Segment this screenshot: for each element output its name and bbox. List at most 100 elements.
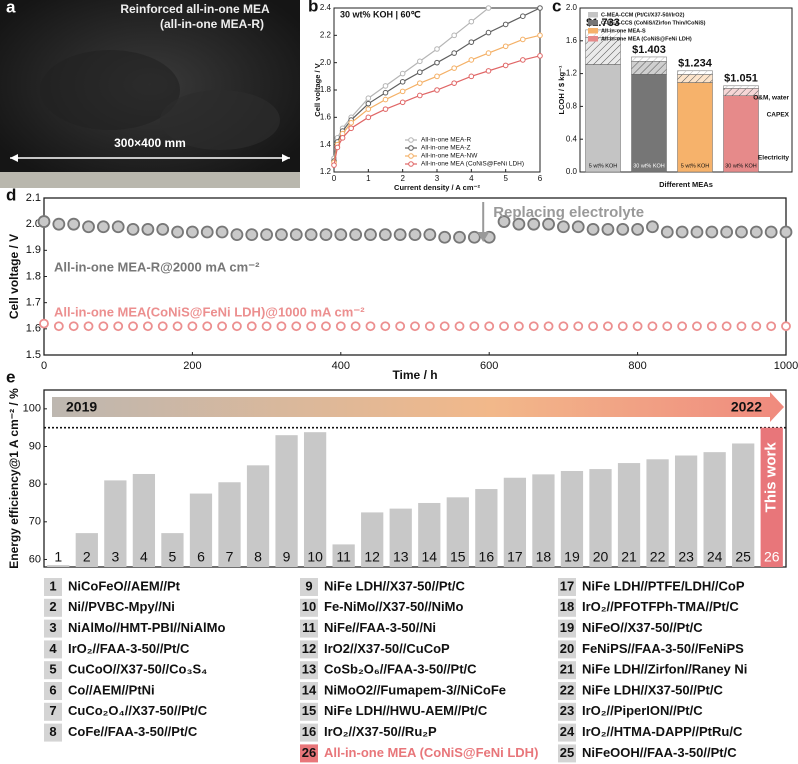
point xyxy=(537,5,543,11)
point xyxy=(399,70,406,77)
point xyxy=(485,29,492,36)
point xyxy=(662,321,673,332)
point xyxy=(485,50,492,56)
bar-hatch xyxy=(677,74,713,83)
legend-number-box xyxy=(558,744,576,763)
point xyxy=(348,120,354,126)
bar-hatch xyxy=(585,29,621,38)
bar-number: 20 xyxy=(593,549,609,565)
bar xyxy=(560,470,584,567)
point xyxy=(157,321,168,332)
legend-number: 25 xyxy=(560,745,574,760)
y-tick-label: 1.7 xyxy=(26,297,41,309)
bar-number: 17 xyxy=(507,549,523,565)
point xyxy=(751,321,762,332)
legend-number: 18 xyxy=(560,599,574,614)
ruler xyxy=(0,172,300,188)
point xyxy=(468,39,475,45)
bar xyxy=(674,455,698,567)
bar-inner-label: 5 wt% KOH xyxy=(589,163,617,169)
point xyxy=(453,230,466,244)
y-tick-label: 90 xyxy=(29,440,41,452)
point xyxy=(172,321,183,332)
series-label: All-in-one MEA(CoNiS@FeNi LDH)@1000 mA c… xyxy=(54,304,365,319)
legend-number: 15 xyxy=(302,703,316,718)
x-tick-label: 0 xyxy=(41,360,47,372)
legend-entry: IrO₂//PFOTFPh-TMA//Pt/C xyxy=(582,599,739,614)
point xyxy=(142,321,153,332)
y-tick-label: 1.6 xyxy=(26,323,41,335)
legend-number-box xyxy=(300,661,318,680)
point xyxy=(187,321,198,332)
point xyxy=(365,100,372,107)
y-tick-label: 1.4 xyxy=(320,140,332,149)
legend-number-box xyxy=(300,640,318,659)
point xyxy=(334,144,341,151)
point xyxy=(512,217,526,231)
legend-entry: NiFe LDH//X37-50//Pt/C xyxy=(324,578,465,593)
bar-hatch xyxy=(677,70,713,75)
bar xyxy=(646,459,669,567)
point xyxy=(660,225,674,239)
legend-number-box xyxy=(300,682,318,700)
legend-number-box xyxy=(558,578,576,596)
point xyxy=(647,321,658,332)
point xyxy=(528,321,539,332)
point xyxy=(382,96,389,103)
y-tick-label: 2.0 xyxy=(26,218,41,230)
point xyxy=(200,225,214,239)
point xyxy=(779,225,793,239)
bar xyxy=(589,469,612,567)
point xyxy=(690,225,704,239)
legend-number-box xyxy=(300,619,318,638)
y-tick-label: 1.2 xyxy=(320,167,332,176)
bar-hatch xyxy=(585,37,621,65)
point xyxy=(749,225,763,239)
dimension-label: 300×400 mm xyxy=(114,136,186,150)
y-tick-label: 80 xyxy=(29,478,41,490)
point xyxy=(706,321,717,332)
point xyxy=(68,321,79,332)
bar-segment xyxy=(677,82,713,173)
point xyxy=(543,321,554,332)
point xyxy=(677,321,688,332)
point xyxy=(331,162,337,168)
point xyxy=(467,230,481,244)
bar-number: 7 xyxy=(226,549,234,565)
point xyxy=(527,217,541,231)
point xyxy=(423,228,437,242)
point xyxy=(705,225,719,239)
point xyxy=(39,318,49,329)
point xyxy=(485,68,492,74)
y-tick-label: 0.0 xyxy=(566,167,578,176)
point xyxy=(451,65,457,71)
bar-number: 21 xyxy=(621,549,637,565)
bar-segment xyxy=(585,64,621,173)
bar xyxy=(732,443,755,567)
bar xyxy=(104,480,127,567)
legend-number: 20 xyxy=(560,641,574,656)
point xyxy=(588,321,598,332)
timeline-end: 2022 xyxy=(731,399,762,415)
bar-number: 10 xyxy=(307,549,323,565)
segment-name: CAPEX xyxy=(767,112,790,119)
point xyxy=(232,321,242,332)
bar xyxy=(47,565,70,567)
point xyxy=(289,228,303,242)
bar-hatch xyxy=(631,61,667,75)
point xyxy=(399,79,406,85)
point xyxy=(304,228,318,242)
legend-entry: NiMoO2//Fumapem-3//NiCoFe xyxy=(324,682,506,697)
bar-number: 13 xyxy=(393,549,409,565)
bar xyxy=(361,512,384,567)
legend-swatch xyxy=(588,28,598,34)
legend-label: All-in-one MEA-R xyxy=(421,137,472,144)
point xyxy=(83,321,94,332)
point xyxy=(520,13,526,20)
point xyxy=(37,215,51,228)
point xyxy=(126,222,140,236)
point xyxy=(96,220,110,234)
bar xyxy=(161,533,184,567)
bar xyxy=(617,463,641,567)
legend-number-box xyxy=(44,661,62,680)
